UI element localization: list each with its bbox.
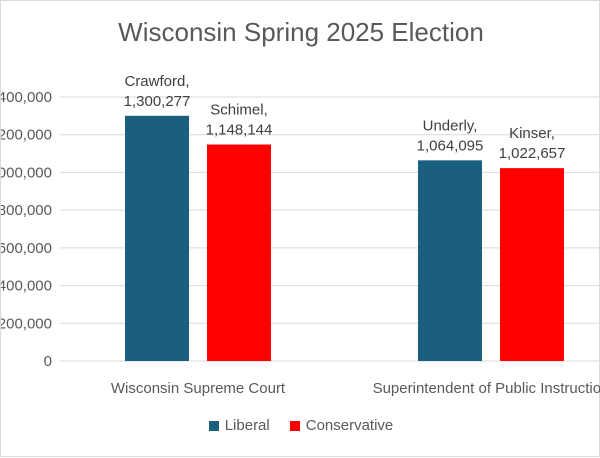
data-label: 1,022,657 bbox=[499, 145, 566, 162]
legend-swatch-liberal bbox=[208, 420, 219, 431]
legend-label-liberal: Liberal bbox=[224, 417, 270, 434]
y-tick-label: 600,000 bbox=[1, 240, 52, 257]
data-label: Kinser, bbox=[509, 125, 555, 142]
data-label: Schimel, bbox=[210, 101, 268, 118]
legend-item-liberal: Liberal bbox=[208, 417, 270, 434]
y-tick-label: 400,000 bbox=[1, 278, 52, 295]
data-label: 1,148,144 bbox=[206, 121, 273, 138]
data-label: Crawford, bbox=[124, 73, 189, 90]
bar bbox=[500, 168, 564, 361]
chart-title: Wisconsin Spring 2025 Election bbox=[118, 17, 484, 47]
y-tick-label: 200,000 bbox=[1, 315, 52, 332]
y-tick-label: 1,000,000 bbox=[1, 164, 52, 181]
bar bbox=[207, 144, 271, 361]
x-tick-label: Superintendent of Public Instruction bbox=[373, 380, 600, 397]
x-tick-label: Wisconsin Supreme Court bbox=[111, 380, 286, 397]
y-tick-label: 1,200,000 bbox=[1, 127, 52, 144]
legend-label-conservative: Conservative bbox=[305, 417, 394, 434]
y-tick-label: 1,400,000 bbox=[1, 89, 52, 106]
bar bbox=[418, 160, 482, 361]
y-tick-label: 800,000 bbox=[1, 202, 52, 219]
legend-swatch-conservative bbox=[289, 420, 300, 431]
data-label: Underly, bbox=[423, 117, 478, 134]
bar bbox=[125, 115, 189, 362]
legend: Liberal Conservative bbox=[1, 417, 600, 434]
y-tick-label: 0 bbox=[44, 353, 52, 370]
legend-item-conservative: Conservative bbox=[289, 417, 394, 434]
data-label: 1,064,095 bbox=[417, 137, 484, 154]
data-label: 1,300,277 bbox=[124, 93, 191, 110]
